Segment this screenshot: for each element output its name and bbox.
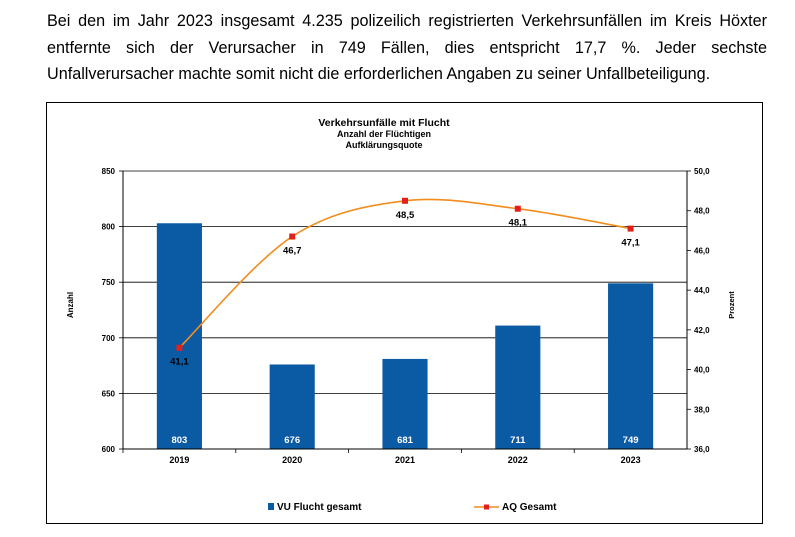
- y-tick-label: 700: [102, 334, 116, 343]
- y-tick-label: 750: [102, 278, 116, 287]
- aq-value-label: 48,5: [396, 210, 415, 221]
- y2-tick-label: 40,0: [694, 366, 710, 375]
- legend-label-aq: AQ Gesamt: [502, 502, 557, 513]
- bar: [269, 364, 315, 449]
- y2-tick-label: 38,0: [694, 405, 710, 414]
- aq-value-label: 47,1: [621, 238, 640, 249]
- chart-subtitle-1: Anzahl der Flüchtigen: [337, 129, 431, 139]
- y2-tick-label: 42,0: [694, 326, 710, 335]
- y2-tick-label: 44,0: [694, 286, 710, 295]
- legend-marker-aq: [484, 504, 489, 510]
- y2-tick-label: 48,0: [694, 207, 710, 216]
- y-tick-label: 850: [102, 167, 116, 176]
- x-tick-label: 2022: [508, 455, 528, 465]
- y2-tick-label: 50,0: [694, 167, 710, 176]
- chart-subtitle-2: Aufklärungsquote: [345, 140, 422, 150]
- bar: [495, 325, 541, 449]
- chart: Verkehrsunfälle mit Flucht Anzahl der Fl…: [66, 117, 736, 513]
- legend: VU Flucht gesamt AQ Gesamt: [268, 502, 557, 513]
- y-tick-label: 650: [102, 389, 116, 398]
- y2-axis-label: Prozent: [727, 291, 736, 319]
- x-tick-label: 2021: [395, 455, 415, 465]
- aq-value-label: 48,1: [509, 218, 528, 229]
- bar-value-label: 676: [284, 435, 300, 446]
- bar: [608, 283, 654, 449]
- aq-marker: [289, 233, 296, 240]
- y2-tick-label: 46,0: [694, 246, 710, 255]
- x-tick-label: 2020: [282, 455, 302, 465]
- aq-marker: [514, 205, 521, 212]
- y-tick-label: 600: [102, 445, 116, 454]
- chart-frame: Verkehrsunfälle mit Flucht Anzahl der Fl…: [46, 102, 763, 524]
- intro-paragraph: Bei den im Jahr 2023 insgesamt 4.235 pol…: [47, 8, 767, 88]
- aq-value-label: 41,1: [170, 357, 189, 368]
- bar-value-label: 711: [510, 435, 526, 446]
- legend-label-bar: VU Flucht gesamt: [277, 502, 362, 513]
- x-tick-label: 2023: [621, 455, 641, 465]
- y2-tick-label: 36,0: [694, 445, 710, 454]
- bar: [382, 358, 428, 449]
- chart-title: Verkehrsunfälle mit Flucht: [318, 117, 450, 129]
- bar-value-label: 681: [397, 435, 414, 446]
- aq-marker: [402, 197, 408, 204]
- aq-marker: [627, 225, 634, 232]
- y-axis-label: Anzahl: [66, 292, 75, 318]
- x-tick-label: 2019: [169, 455, 189, 465]
- y-tick-label: 800: [102, 223, 116, 232]
- aq-line: [178, 198, 631, 349]
- bar: [156, 223, 202, 449]
- bar-value-label: 803: [171, 435, 187, 446]
- plot-area: 600 650 700 750 800 850 36,0 38,0 40,0 42,0 44,0 46…: [102, 167, 710, 465]
- aq-value-label: 46,7: [283, 246, 302, 257]
- aq-marker: [176, 344, 183, 351]
- intro-text: Bei den im Jahr 2023 insgesamt 4.235 pol…: [47, 12, 767, 83]
- legend-swatch-bar: [268, 503, 274, 510]
- bar-value-label: 749: [623, 435, 639, 446]
